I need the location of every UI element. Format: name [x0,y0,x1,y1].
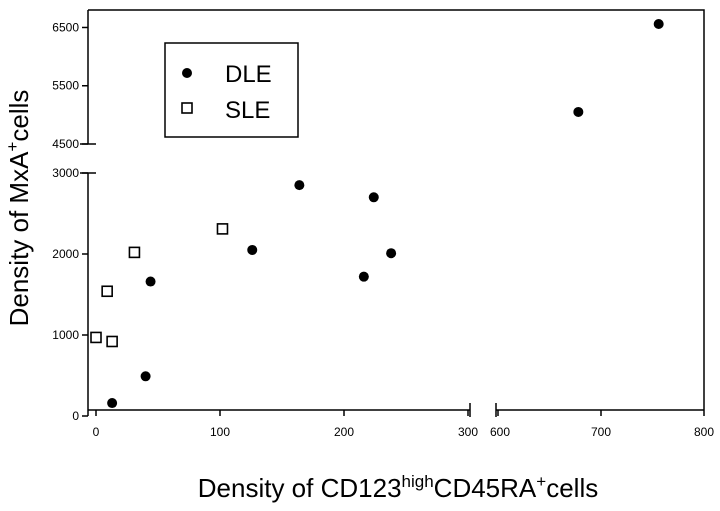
data-points [90,18,664,409]
y-tick-label: 4500 [52,137,79,151]
y-tick-label: 3000 [52,166,79,180]
x-tick-label: 100 [210,425,230,439]
point-dle [247,244,258,255]
y-tick-label: 5500 [52,79,79,93]
y-axis-title-part2: cells [4,90,34,142]
point-dle [140,371,151,382]
point-dle [358,271,369,282]
y-tick-label: 6500 [52,20,79,34]
point-dle [573,106,584,117]
y-tick-label: 0 [72,409,79,423]
point-dle [107,398,118,409]
x-axis-title: Density of CD123highCD45RA+cells [198,472,598,503]
x-axis-title-sup2: + [536,472,546,491]
x-tick-label: 0 [93,425,100,439]
x-tick-label: 300 [458,425,478,439]
x-tick-label: 600 [490,425,510,439]
legend-marker-sle [181,102,193,114]
point-sle [101,285,113,298]
point-dle [653,18,664,29]
x-axis-title-part3: cells [546,473,598,503]
y-axis-title-part1: Density of MxA [4,151,34,326]
y-axis-ticks: 0 1000 2000 3000 4500 5500 6500 [52,20,88,423]
point-sle [106,335,118,348]
y-axis-title-sup: + [3,142,22,152]
legend: DLE SLE [164,42,299,138]
legend-label-dle: DLE [225,61,272,88]
y-tick-label: 2000 [52,247,79,261]
point-sle [90,331,102,344]
x-tick-label: 800 [694,425,714,439]
legend-marker-dle [182,68,192,78]
x-tick-label: 200 [334,425,354,439]
x-axis-title-part2: CD45RA [434,473,537,503]
plot-frame [80,9,705,417]
x-axis-title-part1: Density of CD123 [198,473,402,503]
legend-label-sle: SLE [225,97,270,124]
x-tick-label: 700 [591,425,611,439]
x-axis-title-sup1: high [402,472,434,491]
plot-border [88,9,705,410]
y-axis-title: Density of MxA+cells [3,90,34,327]
y-tick-label: 1000 [52,328,79,342]
legend-box [164,42,299,138]
point-dle [368,192,379,203]
x-axis-ticks: 0 100 200 300 600 700 800 [93,410,714,439]
point-dle [294,180,305,191]
point-dle [386,248,397,259]
point-sle [216,223,229,235]
point-sle [128,246,141,259]
point-dle [145,276,156,287]
